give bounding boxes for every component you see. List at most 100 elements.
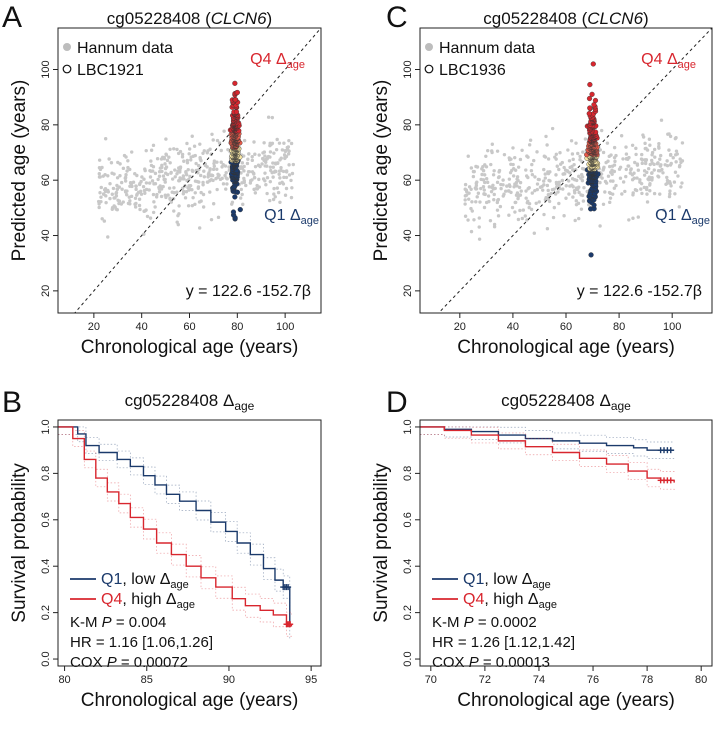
- hannum-point: [477, 237, 482, 241]
- hannum-point: [166, 193, 170, 197]
- hannum-point: [634, 152, 638, 157]
- panel-c-legend-cohort: LBC1936: [439, 62, 506, 79]
- hannum-point: [102, 219, 107, 223]
- hannum-point: [108, 196, 112, 201]
- panel-c-panel-letter: C: [386, 1, 408, 34]
- hannum-point: [212, 159, 217, 163]
- hannum-point: [658, 164, 663, 168]
- hannum-point: [511, 146, 515, 150]
- hannum-point: [193, 191, 197, 195]
- hannum-point: [109, 161, 114, 165]
- hannum-point: [190, 134, 194, 138]
- hannum-point: [283, 149, 288, 154]
- hannum-point: [289, 195, 294, 200]
- hannum-point: [564, 196, 568, 200]
- hannum-point: [172, 186, 176, 190]
- hannum-point: [547, 199, 552, 204]
- hannum-point: [139, 192, 144, 196]
- panel-c-q4-label: Q4 Δage: [641, 51, 696, 71]
- hannum-point: [643, 146, 647, 151]
- hannum-point: [621, 180, 626, 184]
- hannum-point: [619, 134, 624, 138]
- panel-a-q4-label: Q4 Δage: [250, 51, 305, 71]
- hannum-point: [668, 192, 672, 196]
- hannum-point: [244, 183, 248, 188]
- hannum-point: [247, 152, 251, 156]
- panel-c-legend-hannum: Hannum data: [439, 40, 535, 57]
- panel-c-title: cg05228408 (CLCN6): [483, 9, 648, 28]
- hannum-point: [515, 175, 520, 179]
- hannum-point: [512, 185, 516, 189]
- hannum-point: [186, 167, 190, 172]
- hannum-point: [177, 212, 181, 216]
- hannum-point: [224, 171, 228, 175]
- hannum-point: [566, 148, 570, 152]
- hannum-point: [496, 214, 501, 218]
- hannum-point: [192, 144, 197, 148]
- hannum-point: [509, 162, 513, 166]
- hannum-point: [554, 180, 559, 185]
- hannum-point: [627, 218, 631, 222]
- hannum-point: [201, 180, 205, 185]
- hannum-point: [168, 161, 172, 165]
- hannum-point: [290, 186, 294, 190]
- hannum-point: [252, 187, 256, 192]
- hannum-point: [490, 142, 495, 146]
- hannum-point: [499, 186, 503, 191]
- hannum-point: [656, 161, 660, 165]
- hannum-point: [489, 162, 493, 167]
- hannum-point: [272, 151, 276, 155]
- hannum-point: [482, 192, 486, 196]
- hannum-point: [552, 187, 556, 191]
- hannum-point: [253, 191, 258, 195]
- panel-a-ylabel: Predicted age (years): [9, 80, 30, 262]
- hannum-point: [614, 183, 618, 188]
- hannum-point: [165, 158, 170, 163]
- hannum-point: [97, 202, 101, 206]
- hannum-point: [128, 167, 132, 172]
- hannum-point: [261, 151, 265, 155]
- hannum-point: [557, 201, 561, 206]
- hannum-point: [115, 187, 119, 192]
- hannum-point: [491, 183, 495, 188]
- hannum-point: [198, 173, 203, 178]
- hannum-point: [652, 147, 657, 152]
- hannum-point: [577, 174, 581, 179]
- hannum-point: [557, 167, 561, 172]
- hannum-point: [470, 200, 474, 204]
- panel-a-identity-line: [74, 28, 321, 313]
- hannum-point: [639, 187, 643, 191]
- panel-d-frame: [419, 419, 713, 667]
- hannum-point: [196, 185, 201, 189]
- hannum-point: [612, 186, 617, 190]
- hannum-point: [172, 209, 176, 213]
- hannum-point: [196, 163, 201, 168]
- hannum-point: [668, 189, 672, 193]
- hannum-point: [264, 183, 268, 187]
- hannum-point: [484, 177, 489, 181]
- hannum-point: [549, 191, 553, 196]
- hannum-point: [175, 172, 179, 176]
- hannum-point: [137, 197, 142, 201]
- hannum-point: [227, 165, 231, 169]
- hannum-point: [492, 192, 496, 197]
- panel-d-ytick-label: 0.4: [402, 559, 414, 574]
- hannum-point: [275, 137, 279, 142]
- hannum-point: [289, 178, 293, 183]
- hannum-point: [475, 195, 479, 199]
- hannum-point: [167, 155, 171, 159]
- panel-b-ytick-label: 1.0: [40, 419, 52, 434]
- panel-c-legend-hannum-marker: [425, 43, 433, 51]
- hannum-point: [208, 190, 212, 194]
- hannum-point: [630, 177, 635, 182]
- hannum-point: [482, 205, 487, 210]
- hannum-point: [112, 204, 116, 208]
- hannum-point: [172, 147, 176, 151]
- hannum-point: [248, 179, 253, 183]
- hannum-point: [548, 179, 552, 183]
- cohort-point: [232, 80, 238, 86]
- hannum-point: [263, 158, 267, 162]
- hannum-point: [669, 184, 673, 188]
- panel-c-ytick-label: 60: [402, 174, 414, 186]
- hannum-point: [187, 184, 191, 188]
